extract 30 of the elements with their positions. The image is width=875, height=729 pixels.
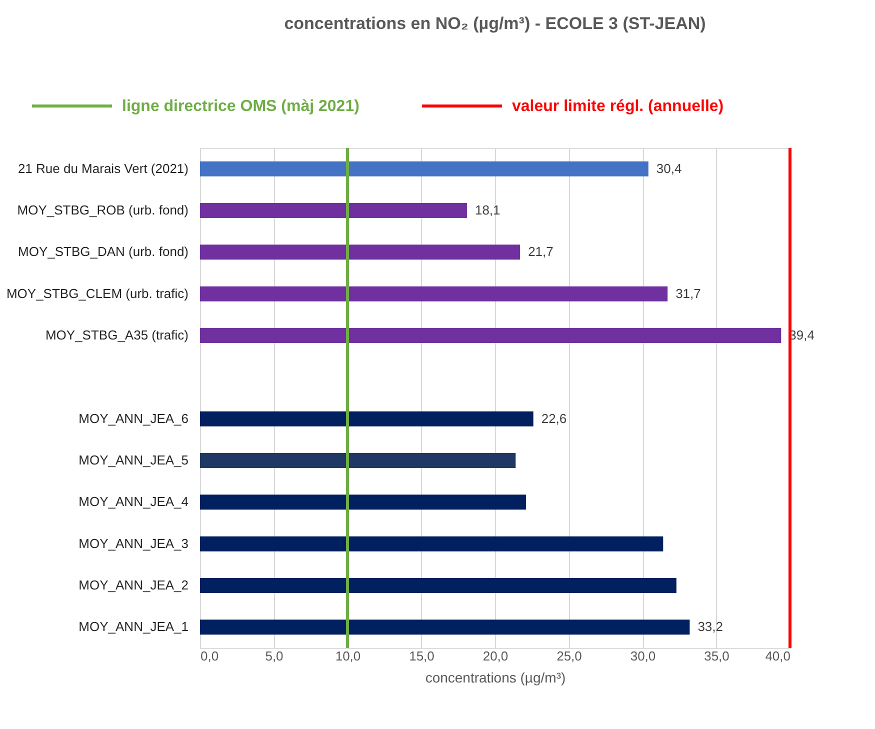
y-tick-label: 21 Rue du Marais Vert (2021) [18, 160, 188, 176]
x-tick-label: 30,0 [630, 648, 656, 664]
data-label: 33,2 [698, 619, 724, 634]
x-tick-label: 0,0 [200, 648, 219, 664]
x-axis-title: concentrations (µg/m³) [425, 670, 566, 686]
x-tick-label: 25,0 [556, 648, 582, 664]
y-tick-label: MOY_ANN_JEA_3 [78, 536, 188, 551]
y-tick-label: MOY_STBG_DAN (urb. fond) [18, 244, 188, 260]
chart-title: concentrations en NO₂ (µg/m³) - ECOLE 3 (ST-JEAN) [284, 14, 706, 33]
y-tick-label: MOY_ANN_JEA_2 [78, 578, 188, 592]
x-tick-label: 15,0 [409, 648, 434, 664]
y-tick-label: MOY_STBG_CLEM (urb. trafic) [6, 286, 188, 301]
x-tick-label: 5,0 [265, 648, 284, 664]
x-tick-label: 40,0 [765, 648, 790, 664]
legend-label: ligne directrice OMS (màj 2021) [122, 98, 360, 115]
y-tick-label: MOY_ANN_JEA_4 [78, 494, 188, 510]
x-tick-label: 10,0 [335, 648, 361, 664]
y-tick-label: MOY_STBG_ROB (urb. fond) [17, 202, 188, 218]
y-tick-label: MOY_ANN_JEA_6 [78, 410, 188, 426]
y-tick-label: MOY_ANN_JEA_5 [78, 452, 188, 468]
x-tick-label: 35,0 [704, 648, 730, 664]
legend-label: valeur limite régl. (annuelle) [512, 98, 724, 115]
data-label: 30,4 [656, 160, 682, 176]
data-label: 22,6 [541, 410, 567, 426]
y-tick-label: MOY_ANN_JEA_1 [78, 619, 188, 634]
data-label: 18,1 [474, 202, 500, 218]
x-tick-label: 20,0 [482, 648, 508, 664]
data-label: 31,7 [676, 286, 701, 301]
data-label: 21,7 [528, 244, 554, 260]
y-tick-label: MOY_STBG_A35 (trafic) [45, 328, 188, 342]
